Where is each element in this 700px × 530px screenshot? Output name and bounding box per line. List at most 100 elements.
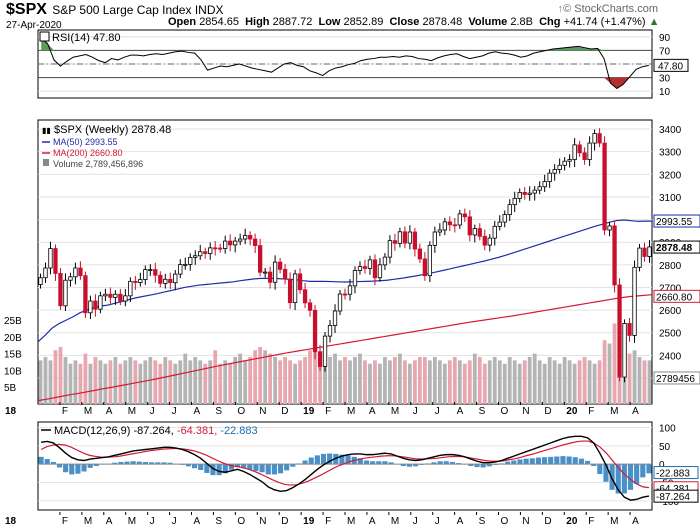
volume-bar — [348, 360, 352, 404]
volume-bar — [393, 357, 397, 404]
macd-histogram-bar — [357, 458, 363, 465]
candle-body — [477, 228, 482, 237]
candle-body — [627, 323, 632, 336]
macd-histogram-bar — [640, 464, 646, 478]
macd-histogram-bar — [413, 464, 419, 467]
macd-month-label: O — [501, 516, 509, 527]
candle-body — [322, 335, 328, 367]
candle-body — [282, 268, 288, 280]
candle-body — [472, 228, 477, 236]
volume-bar — [243, 360, 248, 404]
macd-histogram-bar — [560, 456, 566, 465]
candle-body — [357, 266, 363, 271]
candle-body — [38, 277, 43, 285]
candle-body — [188, 256, 193, 265]
candle-body — [532, 189, 537, 194]
macd-histogram-bar — [345, 455, 351, 465]
ma200-line — [37, 294, 653, 402]
macd-tick-label: 0 — [659, 460, 665, 471]
volume-bar — [93, 357, 98, 404]
volume-bar — [208, 360, 213, 404]
volume-bar — [412, 360, 417, 404]
macd-histogram-bar — [167, 462, 173, 465]
macd-histogram-bar — [339, 454, 345, 465]
macd-histogram-bar — [548, 456, 554, 465]
volume-bar — [527, 357, 532, 404]
candle-body — [113, 293, 118, 298]
candle-body — [123, 295, 128, 302]
price-month-label: N — [259, 406, 266, 417]
macd-histogram-bar — [136, 461, 142, 465]
volume-bar — [427, 360, 432, 404]
macd-histogram-bar — [44, 459, 50, 465]
macd-month-label: J — [435, 516, 440, 527]
macd-histogram-bar — [265, 464, 271, 475]
volume-bar — [123, 360, 128, 404]
candle-body — [552, 169, 557, 174]
price-tick-label: 3100 — [659, 193, 682, 204]
volume-bar — [98, 360, 103, 404]
macd-legend-part: -22.883 — [217, 425, 257, 437]
volume-bar — [108, 360, 113, 404]
macd-histogram-bar — [572, 457, 578, 465]
symbol: $SPX — [6, 1, 47, 18]
candle-body — [93, 300, 98, 310]
price-month-label: D — [281, 406, 288, 417]
volume-bar — [88, 363, 93, 404]
macd-histogram-bar — [149, 462, 155, 465]
volume-bar — [597, 360, 602, 404]
volume-bar — [388, 360, 392, 404]
candle-body — [342, 293, 348, 296]
volume-bar — [218, 363, 223, 404]
candle-body — [517, 192, 522, 199]
volume-bar — [103, 363, 108, 404]
volume-bar — [163, 357, 168, 404]
volume-bar — [178, 360, 183, 404]
macd-month-label: S — [215, 516, 222, 527]
candle-body — [73, 267, 78, 278]
volume-bar — [358, 353, 362, 404]
last-value-tag — [653, 240, 700, 254]
volume-bar — [353, 357, 357, 404]
macd-histogram-bar — [511, 460, 517, 465]
volume-bar — [63, 357, 68, 404]
volume-bar — [318, 353, 322, 404]
candle-body — [352, 270, 358, 287]
macd-month-label: F — [62, 516, 68, 527]
macd-month-label: N — [522, 516, 529, 527]
volume-bar — [417, 357, 422, 404]
candle-body — [218, 247, 223, 250]
volume-bar — [637, 357, 642, 404]
macd-histogram-bar — [327, 453, 333, 465]
candle-body — [507, 204, 512, 215]
candle-body — [407, 231, 413, 244]
price-month-label: M — [391, 406, 399, 417]
price-month-label: S — [479, 406, 486, 417]
candle-body — [642, 247, 647, 257]
last-value-label: 2878.48 — [656, 243, 693, 254]
candle-body — [128, 280, 133, 297]
macd-month-label: J — [150, 516, 155, 527]
candle-body — [43, 267, 48, 279]
candle-body — [607, 225, 612, 231]
macd-histogram-bar — [388, 462, 394, 465]
price-month-label: N — [522, 406, 529, 417]
candle-body — [83, 275, 88, 314]
candle-body — [562, 160, 567, 166]
macd-histogram-bar — [517, 459, 523, 465]
candle-body — [632, 266, 637, 336]
macd-month-label: F — [588, 516, 594, 527]
price-panel — [37, 119, 653, 405]
macd-last-value: -22.883 — [656, 469, 690, 480]
candle-body — [467, 216, 472, 236]
macd-histogram-bar — [541, 457, 548, 465]
macd-month-label: 18 — [5, 516, 17, 527]
candle-body — [412, 231, 418, 250]
volume-bar — [403, 360, 407, 404]
volume-bar — [228, 363, 233, 404]
volume-bar — [467, 360, 472, 404]
macd-legend-part: -87.264, — [130, 425, 173, 437]
macd-month-label: J — [172, 516, 177, 527]
volume-bar — [422, 357, 427, 404]
volume-bar — [193, 357, 198, 404]
